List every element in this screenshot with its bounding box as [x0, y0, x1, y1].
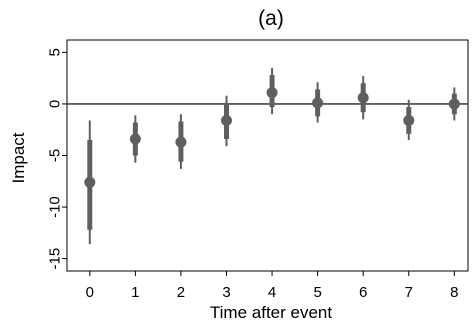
data-point — [266, 87, 278, 99]
x-tick-label: 8 — [450, 284, 458, 301]
x-tick-label: 7 — [405, 284, 413, 301]
data-point — [84, 176, 96, 188]
x-tick-label: 2 — [177, 284, 185, 301]
y-tick-label: -15 — [46, 248, 63, 270]
plot-frame — [66, 39, 469, 272]
y-tick-label: 5 — [46, 48, 63, 56]
y-axis-label: Impact — [9, 132, 28, 183]
data-point — [448, 98, 460, 110]
data-point — [129, 133, 141, 145]
x-tick-label: 0 — [86, 284, 94, 301]
x-tick-label: 1 — [131, 284, 139, 301]
x-tick-label: 3 — [222, 284, 230, 301]
data-point — [175, 136, 187, 148]
y-tick-label: -5 — [46, 149, 63, 162]
x-tick-label: 5 — [313, 284, 321, 301]
y-tick-label: -10 — [46, 196, 63, 218]
data-point — [220, 114, 232, 126]
data-point — [312, 97, 324, 109]
x-tick-label: 6 — [359, 284, 367, 301]
y-tick-label: 0 — [46, 100, 63, 108]
data-point — [403, 114, 415, 126]
chart-title: (a) — [258, 7, 284, 30]
x-tick-label: 4 — [268, 284, 276, 301]
plot-layer: 5 0 -5 -10 -15 0 1 2 3 4 5 6 7 8 — [46, 39, 469, 301]
data-point — [357, 92, 369, 104]
x-axis-label: Time after event — [210, 303, 332, 322]
